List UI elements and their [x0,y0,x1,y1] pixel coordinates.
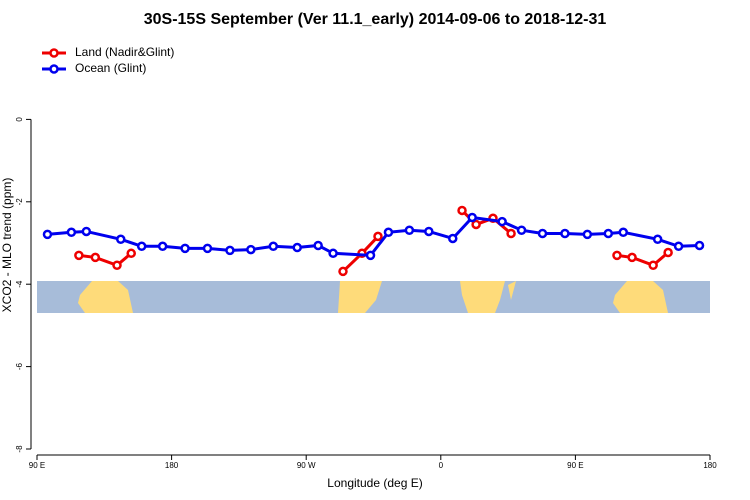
data-point [157,241,168,252]
data-point [126,248,136,259]
land-shape [460,281,516,313]
x-tick-label: 90 E [29,461,45,470]
data-point [448,233,458,244]
data-point [497,216,507,227]
y-tick-label: -6 [15,362,24,370]
data-point [42,229,53,240]
x-axis-label: Longitude (deg E) [327,476,422,490]
data-point [663,247,673,258]
y-tick-label: -2 [15,198,24,206]
data-point [516,225,527,235]
map-strip [37,281,710,313]
data-point [202,243,213,254]
x-tick-label: 180 [165,461,179,470]
data-point [673,241,684,252]
data-point [652,234,663,245]
data-point [618,227,629,238]
x-tick-label: 180 [703,461,717,470]
data-point [457,205,467,216]
data-point [467,212,477,223]
x-tick-label: 0 [439,461,444,470]
y-tick-label: 0 [15,117,24,122]
data-point [424,226,434,237]
data-point [365,250,376,261]
chart-title: 30S-15S September (Ver 11.1_early) 2014-… [144,11,607,28]
data-point [612,250,622,261]
data-point [338,266,348,277]
legend-marker [49,48,59,58]
data-point [90,252,101,263]
data-point [328,248,338,259]
data-point [582,229,593,240]
data-point [112,260,122,270]
data-point [627,252,637,263]
legend-label: Land (Nadir&Glint) [75,45,174,59]
data-point [81,226,92,237]
x-tick-label: 90 W [297,461,316,470]
data-point [292,242,302,253]
data-point [506,228,516,239]
y-axis-label: XCO2 - MLO trend (ppm) [0,178,14,313]
data-point [648,260,658,270]
land-shape [78,281,133,313]
data-point [116,234,126,245]
land-shape [613,281,668,313]
legend-label: Ocean (Glint) [75,61,146,75]
data-point [313,240,323,251]
data-point [603,228,614,239]
data-point [66,227,77,238]
data-point [246,244,256,255]
y-tick-label: -8 [15,445,24,453]
data-point [136,241,147,252]
data-point [74,250,84,261]
data-point [225,245,235,256]
data-point [560,228,570,239]
series-line [78,209,670,273]
legend-marker [49,64,59,74]
data-point [268,241,279,252]
data-point [404,225,415,235]
data-point [537,228,548,239]
x-tick-label: 90 E [567,461,583,470]
data-point [471,219,481,230]
data-point [373,231,383,242]
y-tick-label: -4 [15,280,24,288]
data-point [180,243,190,254]
land-shape [338,281,382,313]
data-point [383,227,394,238]
data-point [694,240,705,251]
